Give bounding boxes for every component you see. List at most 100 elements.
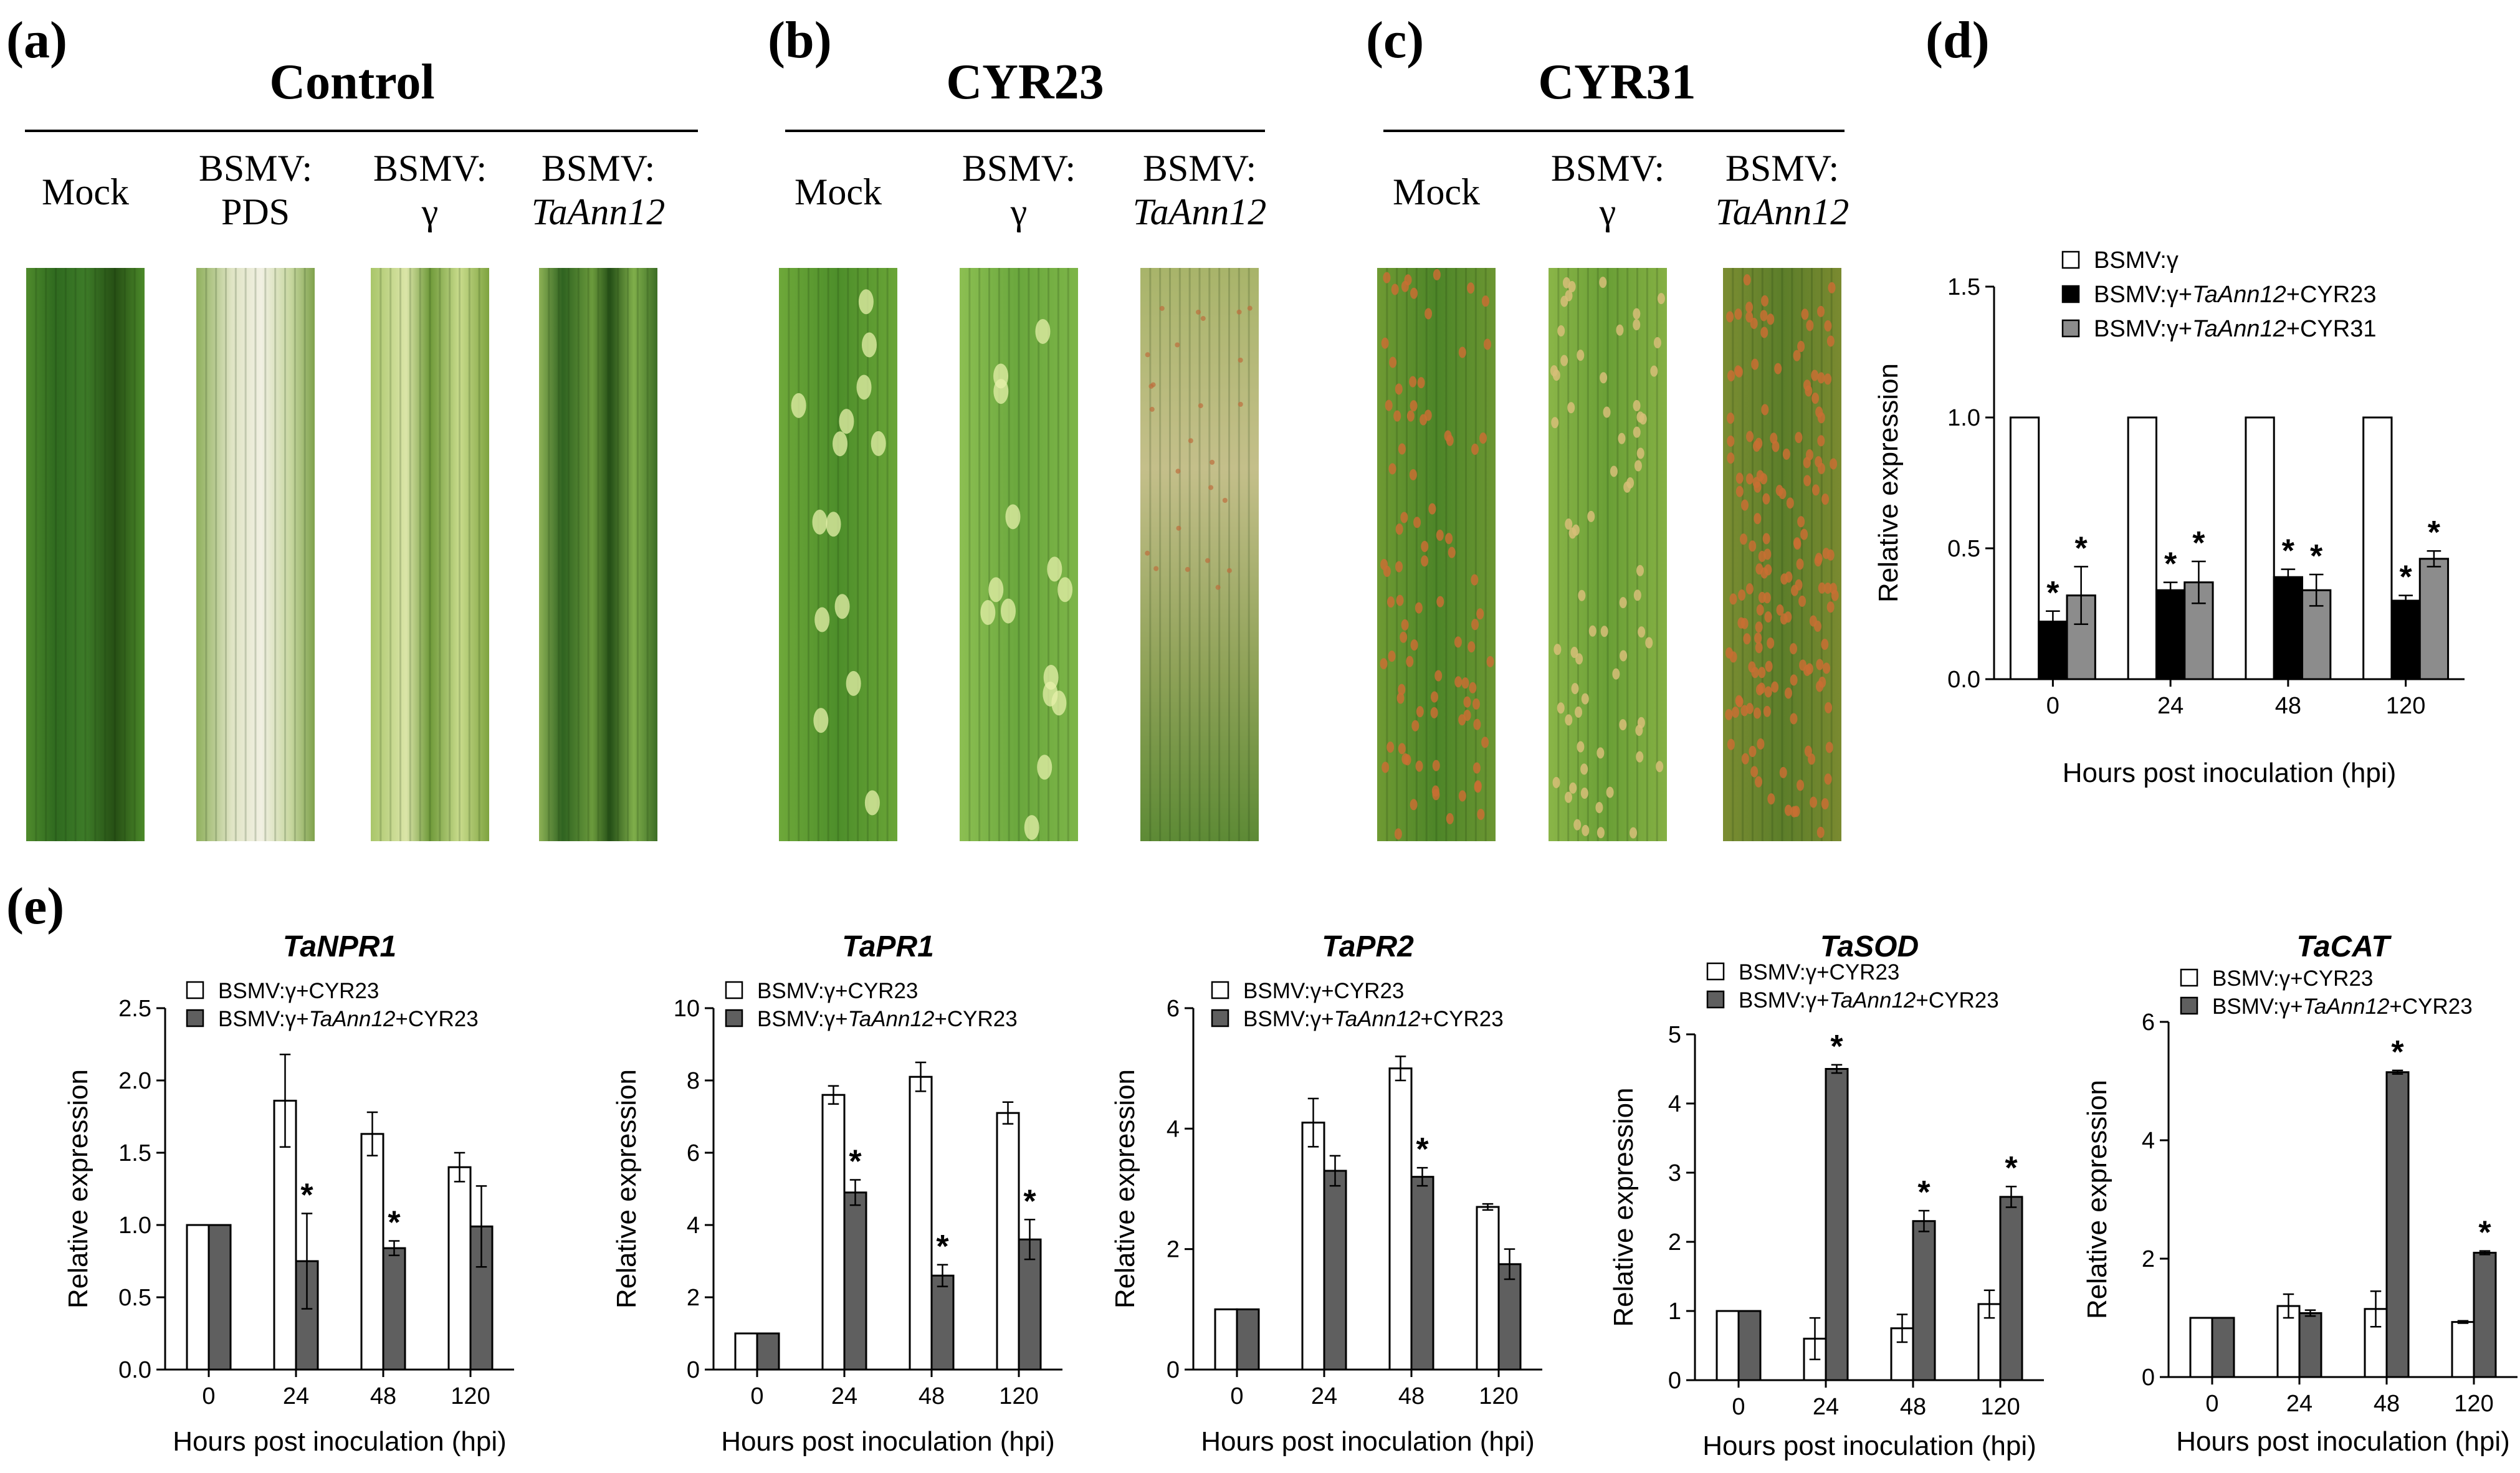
rust-pustule: [1824, 373, 1832, 385]
rust-pustule: [1578, 589, 1586, 601]
rust-pustule: [1800, 528, 1808, 540]
significance-star: *: [2075, 530, 2088, 566]
rust-pustule: [1410, 400, 1418, 412]
rust-pustule: [1436, 530, 1444, 541]
bar: [2273, 576, 2304, 680]
rust-pustule: [1645, 637, 1653, 649]
rust-pustule: [1410, 799, 1418, 811]
rust-pustule: [1798, 595, 1806, 607]
rust-pustule: [1743, 633, 1751, 645]
rust-pustule: [1805, 663, 1813, 675]
rust-pustule: [1817, 435, 1825, 447]
rust-pustule: [1749, 746, 1757, 758]
legend-text-part: BSMV:γ+: [2212, 994, 2303, 1019]
rust-pustule: [1750, 317, 1758, 329]
legend-text-part: TaAnn12: [309, 1007, 396, 1031]
rust-pustule: [1623, 481, 1631, 493]
rust-pustule: [1483, 338, 1491, 350]
bar: [1476, 1206, 1500, 1371]
legend-text-part: +CYR23: [934, 1007, 1017, 1031]
chlorotic-fleck: [871, 431, 886, 456]
rust-pustule: [1458, 714, 1466, 726]
rust-pustule: [1434, 670, 1443, 682]
rust-pustule: [1398, 443, 1406, 455]
rust-pustule: [1764, 564, 1772, 576]
rust-pustule: [1433, 269, 1441, 280]
chlorotic-fleck: [856, 374, 872, 400]
y-tick-label: 1.5: [1947, 274, 1980, 300]
rust-pustule: [1413, 517, 1421, 528]
rust-pustule: [1778, 488, 1787, 500]
y-tick-label: 2: [1668, 1229, 1681, 1256]
rust-pustule: [1804, 745, 1812, 757]
bar: [1716, 1310, 1740, 1381]
legend-entry: BSMV:γ+TaAnn12+CYR23: [2212, 994, 2473, 1019]
x-axis-label: Hours post inoculation (hpi): [721, 1426, 1055, 1457]
rust-pustule: [1386, 741, 1395, 753]
rust-pustule: [1416, 706, 1424, 718]
y-tick-label: 1: [1668, 1299, 1681, 1325]
rust-pustule: [1469, 682, 1477, 694]
rust-pustule: [1383, 272, 1391, 284]
rust-pustule: [1473, 718, 1481, 730]
rust-pustule: [1557, 702, 1565, 714]
legend-text-part: BSMV:γ+CYR23: [218, 979, 379, 1003]
necrotic-spot: [1175, 469, 1181, 474]
rust-pustule: [1636, 565, 1644, 576]
rust-pustule: [1790, 713, 1798, 725]
rust-pustule: [1381, 337, 1389, 349]
rust-pustule: [1571, 683, 1579, 695]
legend-swatch: [186, 1009, 204, 1027]
necrotic-spot: [1208, 485, 1214, 490]
rust-pustule: [1748, 661, 1756, 673]
rust-pustule: [1467, 282, 1475, 294]
x-axis-label: Hours post inoculation (hpi): [2063, 758, 2397, 788]
legend-text-part: +CYR23: [395, 1007, 478, 1031]
rust-pustule: [1403, 754, 1411, 766]
rust-pustule: [1610, 465, 1618, 477]
legend-entry: BSMV:γ+TaAnn12+CYR23: [2094, 282, 2376, 308]
rust-pustule: [1751, 358, 1759, 370]
legend-text-part: BSMV:γ+: [2094, 316, 2192, 342]
chlorotic-fleck: [833, 431, 848, 457]
necrotic-spot: [1153, 566, 1159, 571]
rust-pustule: [1727, 435, 1735, 447]
chlorotic-fleck: [988, 577, 1004, 603]
rust-pustule: [1826, 549, 1835, 561]
rust-pustule: [1587, 510, 1595, 522]
rust-pustule: [1596, 747, 1605, 759]
chlorotic-fleck: [839, 409, 854, 434]
legend-entry: BSMV:γ+CYR23: [757, 979, 918, 1003]
rust-pustule: [1750, 766, 1759, 778]
rust-pustule: [1445, 533, 1453, 545]
rust-pustule: [1811, 393, 1820, 404]
bar: [1497, 1263, 1522, 1371]
chlorotic-fleck: [1057, 577, 1073, 603]
rust-pustule: [1734, 365, 1742, 377]
bar: [447, 1166, 472, 1371]
rust-pustule: [1653, 336, 1661, 348]
rust-pustule: [1560, 355, 1568, 366]
y-tick-label: 6: [687, 1140, 700, 1166]
chlorotic-fleck: [1035, 318, 1051, 344]
rust-pustule: [1825, 741, 1833, 753]
legend-swatch: [1211, 981, 1229, 999]
x-tick-label: 24: [831, 1383, 857, 1409]
rust-pustule: [1554, 644, 1562, 655]
rust-pustule: [1755, 684, 1764, 695]
rust-pustule: [1735, 472, 1744, 484]
y-tick-label: 0: [1668, 1368, 1681, 1394]
rust-pustule: [1757, 738, 1765, 750]
rust-pustule: [1763, 705, 1771, 717]
legend-text-part: +CYR23: [1916, 988, 1998, 1013]
rust-pustule: [1599, 277, 1607, 288]
y-tick-label: 4: [2142, 1128, 2155, 1154]
rust-pustule: [1600, 372, 1608, 384]
x-tick-label: 120: [2454, 1391, 2493, 1417]
significance-star: *: [388, 1205, 401, 1241]
column-label: γ: [1010, 191, 1028, 232]
legend-text-part: +CYR23: [1420, 1007, 1503, 1031]
significance-star: *: [2192, 525, 2205, 561]
rust-pustule: [1471, 574, 1479, 586]
